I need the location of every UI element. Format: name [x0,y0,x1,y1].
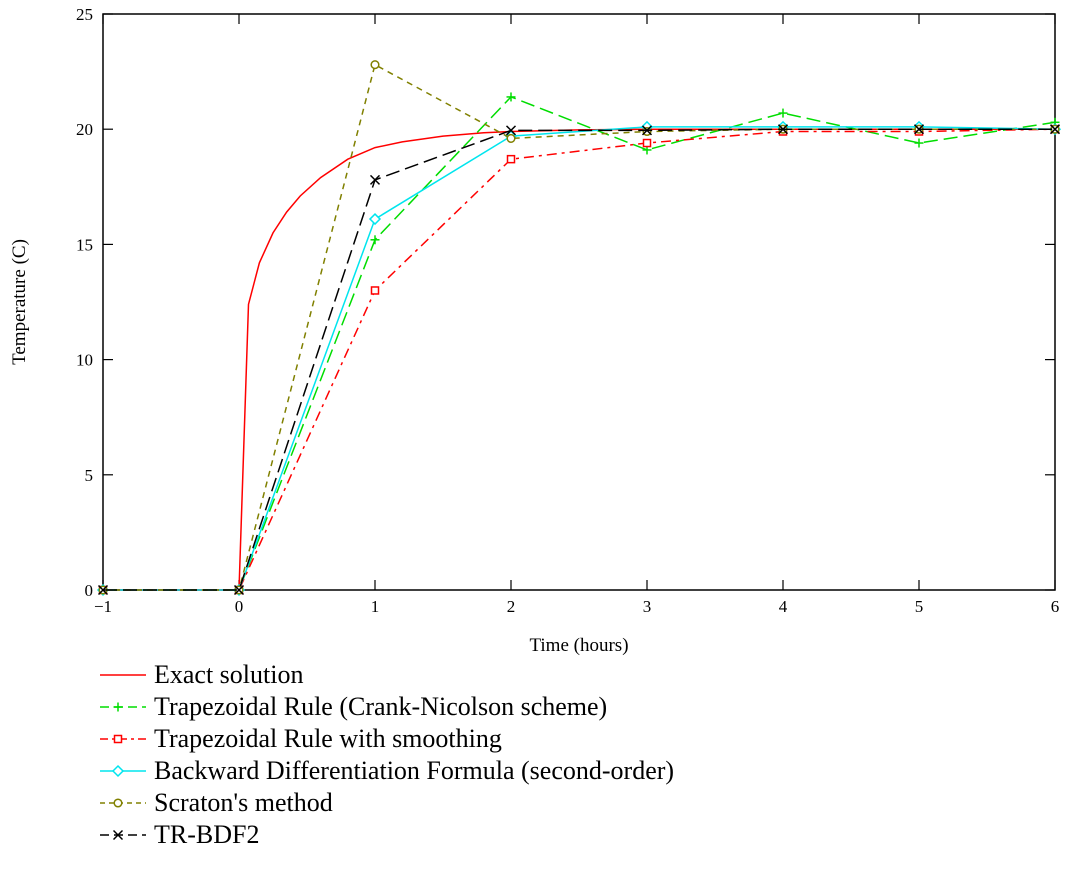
y-tick-label: 20 [76,120,93,139]
legend-item: Scraton's method [100,788,333,817]
data-point [370,235,380,245]
series-line [103,63,1055,591]
data-point [642,126,652,137]
series-line [103,128,1055,591]
y-tick-label: 15 [76,235,93,254]
series-5 [98,60,1060,595]
data-point [777,124,789,135]
legend-label: Exact solution [154,660,303,689]
series-3 [98,124,1060,595]
data-point [778,108,788,118]
x-tick-label: 0 [235,597,244,616]
data-point [370,60,380,70]
data-point [641,125,653,136]
x-tick-label: −1 [94,597,112,616]
x-tick-label: 2 [507,597,516,616]
legend-item: TR-BDF2 [100,820,259,849]
data-point [370,286,380,295]
legend-marker [113,702,123,712]
x-tick-label: 4 [779,597,788,616]
series-4 [96,120,1062,597]
series-line [103,126,1056,591]
x-tick-label: 1 [371,597,380,616]
legend-item: Backward Differentiation Formula (second… [100,756,674,785]
x-tick-label: 6 [1051,597,1060,616]
y-tick-label: 5 [85,466,94,485]
data-point [505,125,517,136]
data-point [1049,124,1061,135]
x-tick-label: 5 [915,597,924,616]
y-tick-label: 25 [76,5,93,24]
legend-item: Trapezoidal Rule with smoothing [100,724,502,753]
data-point [642,138,652,148]
data-point [506,92,516,102]
x-tick-label: 3 [643,597,652,616]
legend-label: Backward Differentiation Formula (second… [154,756,674,785]
y-tick-label: 10 [76,351,93,370]
series-line [103,96,1056,591]
x-axis-title: Time (hours) [529,635,628,656]
legend-marker [113,798,123,808]
legend: Exact solution Trapezoidal Rule (Crank-Ni… [100,660,674,849]
y-tick-label: 0 [85,581,94,600]
y-axis-title: Temperature (C) [9,239,30,365]
series-6 [97,124,1061,596]
data-point [506,133,516,143]
data-point [913,124,925,135]
series-1 [103,128,1055,591]
data-point [368,212,382,226]
legend-marker [111,764,125,778]
data-point [97,584,109,596]
legend-marker [112,829,124,841]
series-line [103,128,1055,591]
series-2 [98,92,1060,595]
series-line [103,128,1056,591]
legend-label: Scraton's method [154,788,333,817]
data-point [506,154,516,164]
legend-marker [113,734,123,744]
legend-label: Trapezoidal Rule (Crank-Nicolson scheme) [154,692,607,721]
data-point [233,584,245,596]
legend-label: Trapezoidal Rule with smoothing [154,724,502,753]
legend-item: Exact solution [100,660,303,689]
data-point [914,138,924,148]
legend-item: Trapezoidal Rule (Crank-Nicolson scheme) [100,692,607,721]
data-point [369,174,381,185]
series-layer [96,60,1062,597]
plot-frame [102,13,1056,591]
legend-label: TR-BDF2 [154,820,259,849]
